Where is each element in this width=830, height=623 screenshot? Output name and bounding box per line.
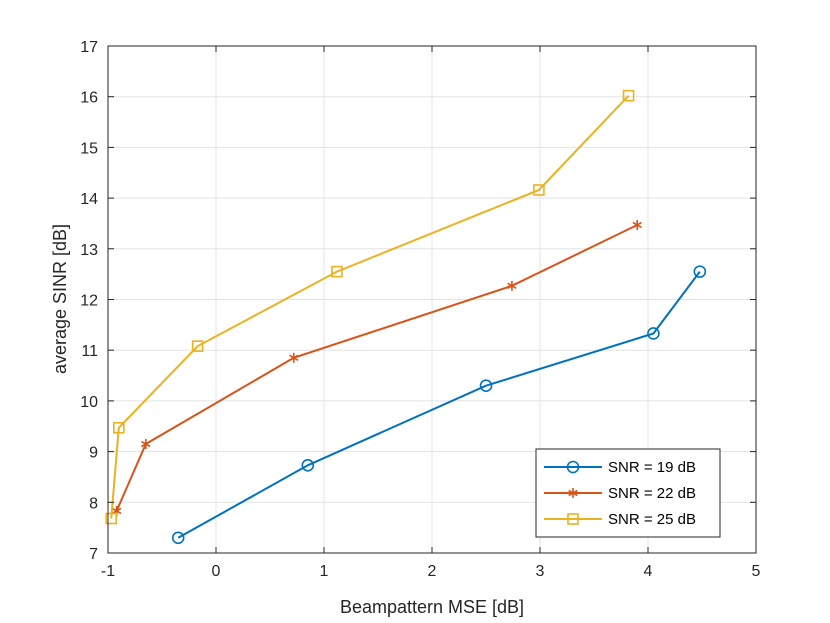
data-point bbox=[191, 340, 204, 352]
data-point bbox=[533, 184, 545, 196]
data-point bbox=[632, 219, 642, 230]
x-tick-label: 3 bbox=[536, 563, 545, 580]
legend-item: SNR = 22 dB bbox=[544, 485, 696, 502]
y-tick-label: 15 bbox=[80, 140, 98, 157]
data-point bbox=[331, 265, 343, 278]
series-line bbox=[110, 94, 630, 519]
data-point bbox=[289, 352, 299, 363]
y-tick-label: 7 bbox=[89, 546, 98, 563]
x-axis-label: Beampattern MSE [dB] bbox=[340, 597, 524, 617]
y-tick-label: 12 bbox=[80, 293, 98, 310]
data-series bbox=[105, 89, 707, 545]
legend-label: SNR = 19 dB bbox=[608, 459, 696, 476]
x-tick-label: 0 bbox=[212, 563, 221, 580]
asterisk-stroke bbox=[111, 507, 122, 515]
legend-label: SNR = 22 dB bbox=[608, 485, 696, 502]
data-point bbox=[113, 421, 125, 434]
y-tick-label: 10 bbox=[80, 394, 98, 411]
x-tick-label: 4 bbox=[644, 563, 653, 580]
data-point bbox=[105, 512, 118, 525]
y-axis-label: average SINR [dB] bbox=[50, 224, 70, 374]
asterisk-stroke bbox=[507, 282, 517, 290]
legend-marker bbox=[566, 460, 580, 474]
x-tick-label: 5 bbox=[752, 563, 761, 580]
x-tick-label: -1 bbox=[101, 563, 115, 580]
y-tick-label: 11 bbox=[81, 343, 98, 360]
legend-label: SNR = 25 dB bbox=[608, 511, 696, 528]
asterisk-stroke bbox=[289, 354, 299, 361]
y-tick-label: 14 bbox=[80, 191, 98, 208]
data-point bbox=[507, 280, 517, 291]
data-point bbox=[693, 265, 707, 278]
asterisk-stroke bbox=[632, 221, 642, 229]
asterisk-stroke bbox=[141, 440, 151, 448]
legend-marker bbox=[567, 513, 579, 525]
legend-item: SNR = 25 dB bbox=[544, 511, 696, 528]
data-point bbox=[301, 458, 315, 472]
y-tick-label: 16 bbox=[80, 90, 98, 107]
data-point bbox=[141, 438, 151, 449]
x-tick-label: 1 bbox=[320, 563, 329, 580]
data-point bbox=[479, 379, 493, 392]
x-tick-label: 2 bbox=[428, 563, 437, 580]
axis-ticks bbox=[107, 45, 757, 554]
y-tick-label: 8 bbox=[89, 495, 98, 512]
y-tick-label: 17 bbox=[80, 39, 98, 56]
y-tick-label: 13 bbox=[80, 242, 98, 259]
legend: SNR = 19 dB SNR = 22 dB SNR = 25 dB bbox=[535, 448, 721, 538]
data-point bbox=[622, 89, 635, 102]
series-line bbox=[177, 271, 701, 539]
legend-marker bbox=[568, 488, 578, 498]
y-tick-label: 9 bbox=[89, 445, 98, 462]
asterisk-stroke bbox=[568, 489, 578, 497]
legend-item: SNR = 19 dB bbox=[544, 459, 696, 476]
series-3 bbox=[105, 89, 635, 525]
data-point bbox=[647, 327, 660, 340]
data-point bbox=[171, 531, 185, 545]
series-1 bbox=[171, 265, 707, 545]
